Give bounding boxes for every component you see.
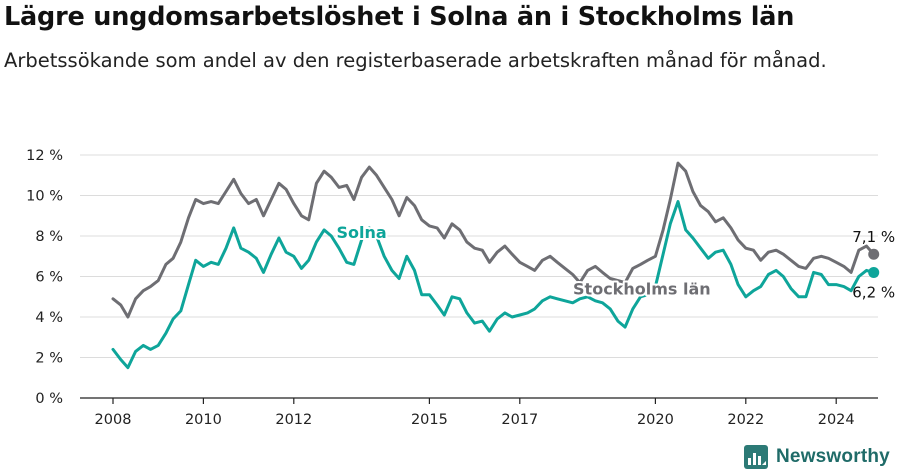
series-label-solna: Solna: [337, 223, 387, 242]
series-lines: [111, 161, 880, 370]
y-tick-label: 6 %: [35, 270, 63, 286]
series-label-stockholms-lan: Stockholms län: [573, 280, 711, 299]
x-tick-label: 2012: [275, 412, 312, 428]
series-line-stockholms-lan: [111, 161, 876, 319]
y-tick-label: 4 %: [35, 310, 63, 326]
series-line-solna: [111, 200, 876, 370]
y-tick-label: 8 %: [35, 229, 63, 245]
series-endpoint-stockholms-lan: [868, 248, 880, 260]
x-tick-label: 2010: [185, 412, 222, 428]
x-axis: 2008 2010 2012 2015 2017 2020 2022 2024: [80, 397, 878, 428]
newsworthy-brand: Newsworthy: [744, 444, 890, 470]
series-endpoint-solna: [868, 266, 880, 278]
end-value-label-stockholms-lan: 7,1 %: [852, 228, 895, 246]
end-value-label-solna: 6,2 %: [852, 283, 895, 301]
series-labels: 7,1 % 6,2 % Solna Stockholms län: [335, 221, 896, 301]
newsworthy-logo-icon: [744, 445, 768, 469]
chart-subtitle: Arbetssökande som andel av den registerb…: [4, 49, 827, 72]
x-tick-label: 2020: [637, 412, 674, 428]
x-tick-label: 2022: [727, 412, 764, 428]
y-tick-label: 2 %: [35, 351, 63, 367]
y-tick-label: 12 %: [26, 148, 63, 164]
x-tick-label: 2015: [411, 412, 448, 428]
brand-name: Newsworthy: [776, 446, 890, 467]
y-tick-label: 10 %: [26, 189, 63, 205]
y-tick-label: 0 %: [35, 391, 63, 407]
x-tick-label: 2017: [501, 412, 538, 428]
x-tick-label: 2008: [95, 412, 132, 428]
x-tick-label: 2024: [818, 412, 855, 428]
chart-title: Lägre ungdomsarbetslöshet i Solna än i S…: [4, 2, 795, 32]
grid-lines: 0 % 2 % 4 % 6 % 8 % 10 % 12 %: [26, 148, 878, 407]
